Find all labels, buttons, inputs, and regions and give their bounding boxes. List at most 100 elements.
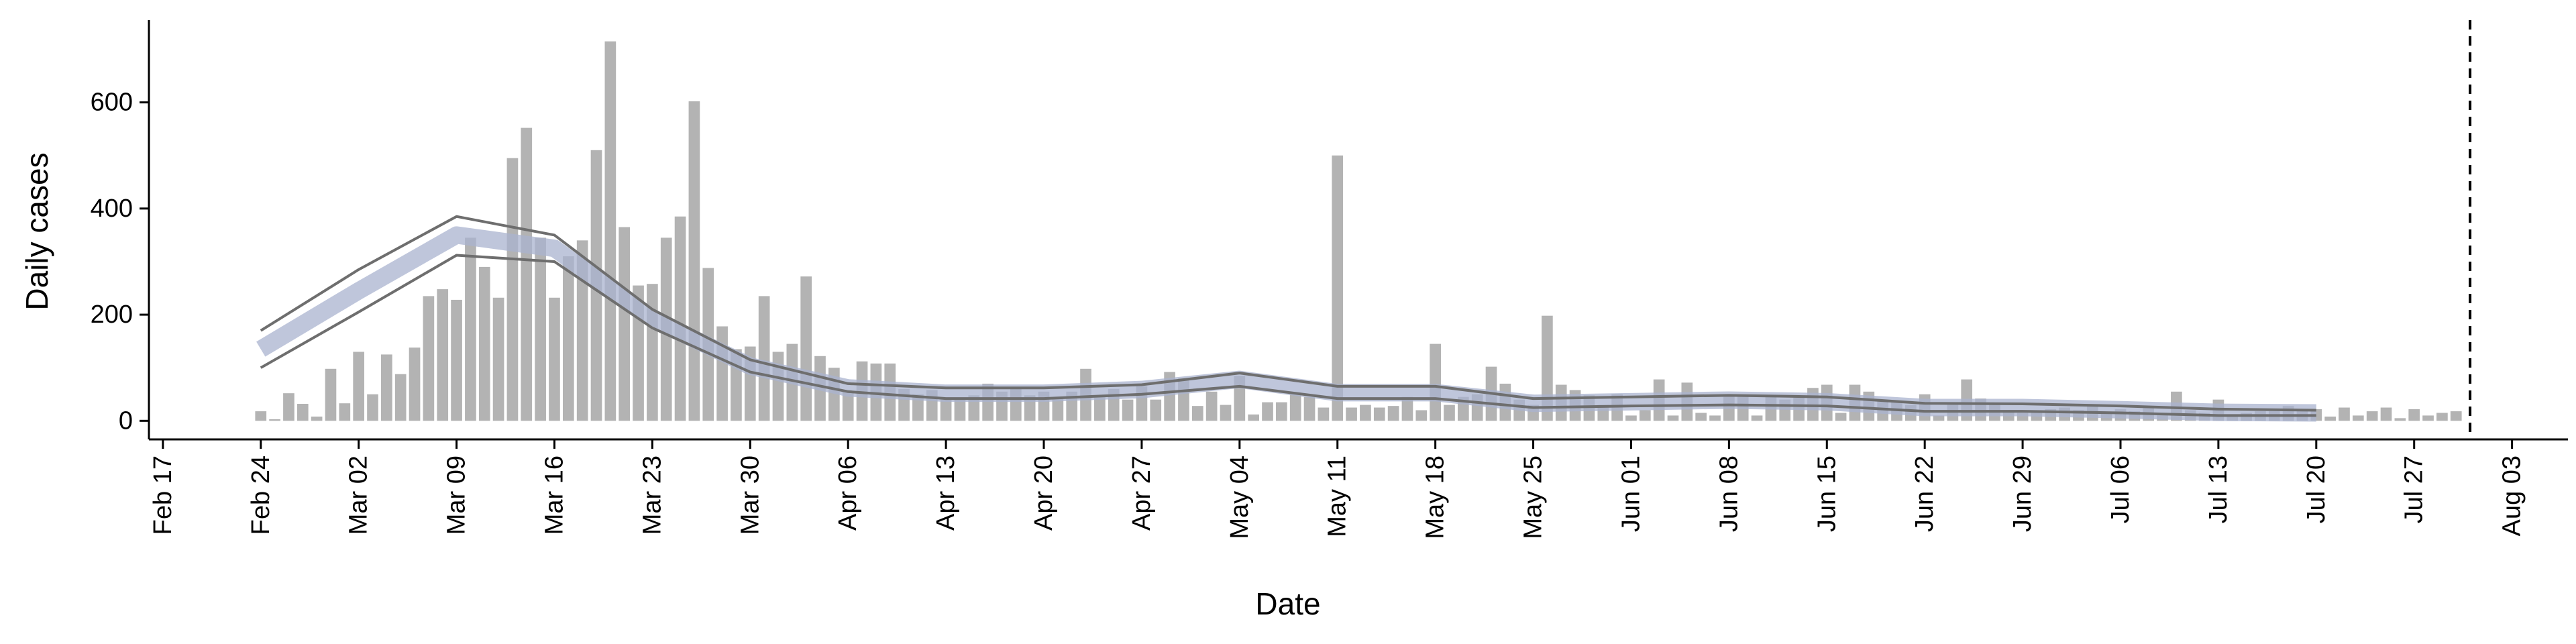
bar xyxy=(269,419,280,421)
bar xyxy=(1346,407,1357,421)
bound-line xyxy=(260,215,2316,412)
bar xyxy=(409,347,421,421)
bar xyxy=(1625,415,1637,421)
bar xyxy=(2380,407,2392,421)
bar xyxy=(1639,410,1651,421)
x-tick-label: Mar 02 xyxy=(345,455,373,535)
bar xyxy=(619,227,631,421)
bar xyxy=(772,352,784,421)
bar xyxy=(2450,411,2462,421)
bar xyxy=(492,297,504,421)
bar xyxy=(1052,398,1064,421)
bar xyxy=(940,399,952,421)
x-tick-label: Feb 17 xyxy=(149,455,177,535)
bar xyxy=(1150,399,1162,421)
bar xyxy=(506,158,519,421)
bar xyxy=(1373,407,1385,421)
bar xyxy=(758,296,770,421)
bar xyxy=(2339,407,2350,421)
bar xyxy=(549,297,560,421)
x-tick-label: Jul 06 xyxy=(2106,455,2135,523)
bar xyxy=(2394,418,2406,421)
bar xyxy=(521,127,533,421)
x-tick-label: Feb 24 xyxy=(247,455,275,535)
bar xyxy=(576,240,588,421)
bar xyxy=(255,411,267,421)
x-tick-label: Jun 15 xyxy=(1813,455,1841,532)
x-tick-label: Apr 27 xyxy=(1128,455,1156,531)
x-tick-label: Mar 30 xyxy=(736,455,764,535)
bar xyxy=(604,41,616,421)
x-tick-label: Jun 22 xyxy=(1911,455,1939,532)
bar xyxy=(716,326,728,421)
bar xyxy=(535,237,546,421)
x-tick-label: Mar 23 xyxy=(638,455,666,535)
x-tick-label: Jun 29 xyxy=(2008,455,2037,532)
x-tick-label: Aug 03 xyxy=(2498,455,2526,536)
bound-line xyxy=(260,254,2316,417)
bar xyxy=(2436,413,2448,421)
bar xyxy=(1248,414,1260,421)
bar xyxy=(1318,407,1330,421)
bar xyxy=(562,256,574,421)
x-tick-label: May 18 xyxy=(1421,455,1450,539)
bar xyxy=(451,299,462,421)
bar xyxy=(2422,415,2434,421)
x-tick-label: Mar 09 xyxy=(443,455,471,535)
bar xyxy=(912,394,924,421)
bar xyxy=(842,391,854,421)
bar xyxy=(478,266,490,421)
y-tick-label: 200 xyxy=(91,301,133,329)
bar xyxy=(381,354,392,421)
bar xyxy=(1360,405,1371,421)
x-axis-label: Date xyxy=(1255,586,1320,621)
bar xyxy=(674,216,686,421)
bar xyxy=(1094,396,1106,421)
bar xyxy=(2324,416,2336,421)
bar xyxy=(1332,155,1344,421)
bar xyxy=(2017,413,2029,421)
bar xyxy=(1220,405,1232,421)
bar xyxy=(2408,409,2420,421)
bar xyxy=(1205,391,1218,421)
bar xyxy=(1667,415,1679,421)
bar xyxy=(1401,396,1413,421)
bar xyxy=(367,394,378,421)
bar xyxy=(1387,406,1399,421)
bar xyxy=(688,101,700,421)
bar xyxy=(325,368,337,421)
x-tick-label: Jul 13 xyxy=(2204,455,2233,523)
bar xyxy=(437,289,449,421)
x-tick-label: May 11 xyxy=(1324,455,1352,537)
y-tick-label: 400 xyxy=(91,195,133,223)
bar xyxy=(800,276,812,421)
x-tick-label: May 25 xyxy=(1519,455,1548,539)
x-tick-label: Jul 20 xyxy=(2302,455,2330,523)
bar xyxy=(1835,413,1847,421)
bar xyxy=(297,403,309,421)
bar xyxy=(423,296,435,421)
bar xyxy=(1191,406,1203,421)
y-tick-label: 600 xyxy=(91,89,133,117)
x-tick-label: Jun 08 xyxy=(1715,455,1743,532)
bar xyxy=(311,416,323,421)
bar xyxy=(339,403,351,421)
x-tick-label: Jul 27 xyxy=(2400,455,2428,523)
bar xyxy=(1262,402,1273,421)
bar xyxy=(394,374,407,421)
x-tick-label: May 04 xyxy=(1226,455,1254,539)
bar xyxy=(2366,411,2378,421)
bar xyxy=(1276,402,1287,421)
x-tick-label: Mar 16 xyxy=(540,455,568,535)
bar xyxy=(1122,399,1134,421)
bar xyxy=(1289,394,1301,421)
bar xyxy=(954,398,966,421)
bar xyxy=(1303,396,1316,421)
bar xyxy=(353,352,364,421)
bar xyxy=(1709,415,1721,421)
bar xyxy=(1751,415,1763,421)
estimate-band xyxy=(256,226,2316,422)
bar xyxy=(1695,413,1707,421)
